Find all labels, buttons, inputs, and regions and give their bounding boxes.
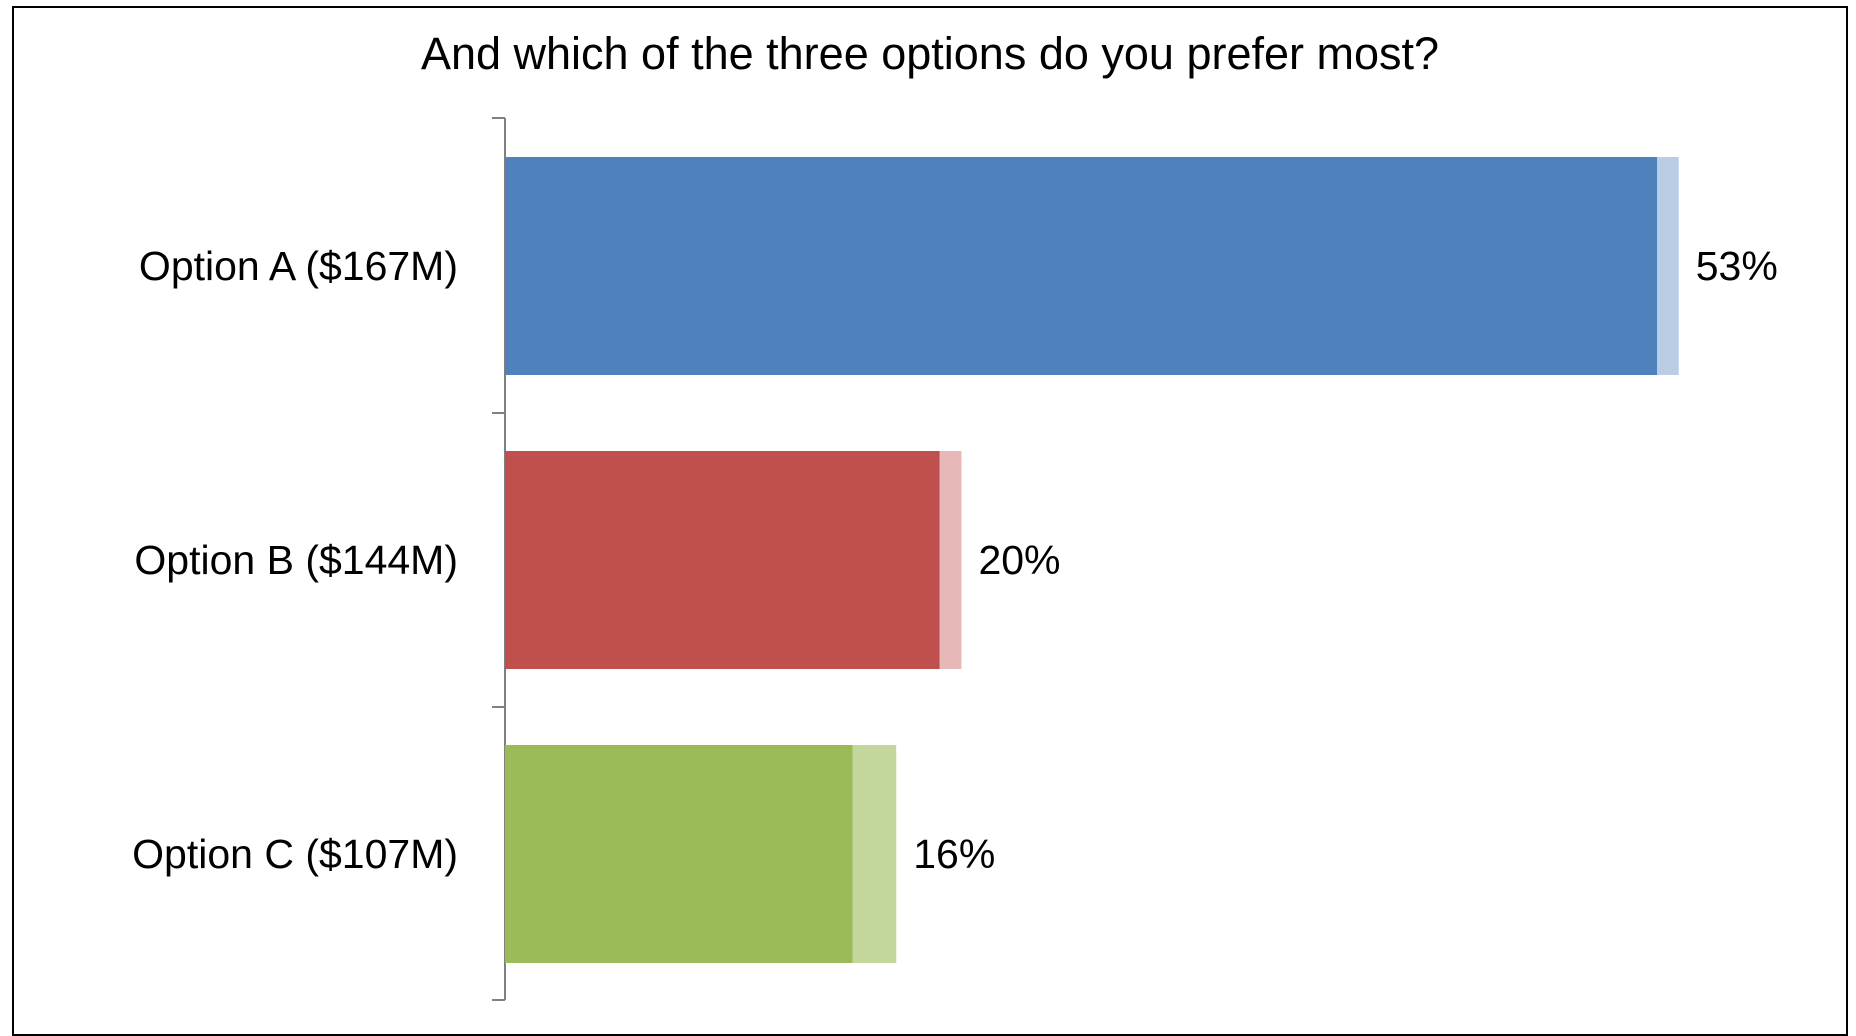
category-label: Option B ($144M) [134, 537, 458, 583]
value-label: 53% [1696, 243, 1778, 289]
value-label: 16% [913, 831, 995, 877]
bar-a-extension [1657, 157, 1679, 375]
bar-b [505, 451, 940, 669]
bar-c [505, 745, 853, 963]
category-label: Option C ($107M) [132, 831, 458, 877]
bar-b-extension [939, 451, 962, 669]
bar-c-extension [852, 745, 897, 963]
chart-title: And which of the three options do you pr… [420, 28, 1440, 79]
bar-a [505, 157, 1657, 375]
category-label: Option A ($167M) [139, 243, 458, 289]
value-label: 20% [978, 537, 1060, 583]
